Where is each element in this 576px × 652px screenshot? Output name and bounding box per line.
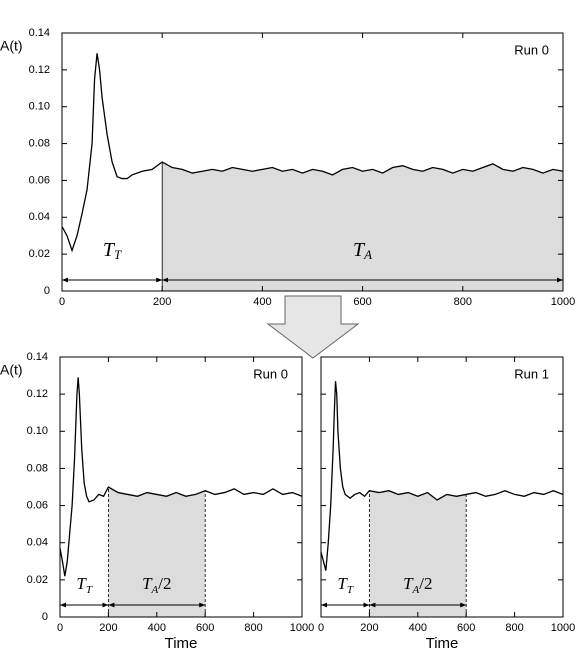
y-tick-label: 0.02 (29, 248, 50, 260)
y-axis-label: A(t) (0, 38, 23, 54)
span-label-sub: T (347, 584, 354, 596)
span-label-main: T (76, 574, 87, 593)
x-tick-label: 800 (454, 296, 472, 308)
span-label-sub: T (86, 584, 93, 596)
y-tick-label: 0.06 (29, 174, 50, 186)
shaded-region (108, 487, 206, 617)
plot-frame (61, 32, 564, 292)
y-tick-label: 0.12 (29, 64, 50, 76)
y-tick-label: 0.08 (27, 462, 48, 474)
data-line (61, 53, 564, 253)
span-label-main: T (353, 239, 366, 261)
x-tick-label: 200 (153, 296, 171, 308)
x-tick-label: 600 (353, 296, 371, 308)
shaded-region (369, 490, 467, 617)
y-tick-label: 0 (42, 611, 48, 623)
span-label: TT (76, 574, 92, 596)
y-tick-label: 0.10 (29, 101, 50, 113)
x-tick-label: 1000 (551, 622, 575, 634)
span-label-main: T (337, 574, 348, 593)
x-tick-label: 600 (457, 622, 475, 634)
panel-title: Run 0 (514, 42, 549, 57)
span-label: TA (353, 239, 372, 262)
x-tick-label: 1000 (551, 296, 575, 308)
x-tick-label: 400 (148, 622, 166, 634)
y-axis-label: A(t) (0, 362, 23, 378)
x-tick-label: 200 (360, 622, 378, 634)
plot-frame (59, 356, 303, 618)
panel-title: Run 1 (514, 366, 549, 381)
panel-title: Run 0 (253, 366, 288, 381)
x-axis-label: Time (165, 635, 198, 652)
span-label-sub: A (151, 584, 159, 596)
span-label-main: T (403, 574, 414, 593)
data-line (59, 377, 303, 577)
span-label: TT (103, 239, 122, 262)
data-line (320, 381, 564, 571)
y-tick-label: 0.04 (29, 211, 50, 223)
x-tick-label: 400 (409, 622, 427, 634)
y-tick-label: 0.14 (27, 351, 48, 363)
x-tick-label: 0 (59, 296, 65, 308)
span-label-main: T (103, 239, 116, 261)
y-tick-label: 0.12 (27, 388, 48, 400)
y-tick-label: 0.10 (27, 425, 48, 437)
span-label-suffix: /2 (419, 574, 432, 593)
y-tick-label: 0 (44, 285, 50, 297)
plot-frame (320, 356, 564, 618)
x-tick-label: 0 (57, 622, 63, 634)
span-label: TT (337, 574, 353, 596)
span-label-sub: A (412, 584, 420, 596)
y-tick-label: 0.06 (27, 499, 48, 511)
span-label: TA/2 (403, 574, 432, 596)
shaded-region (162, 162, 563, 291)
span-label-suffix: /2 (158, 574, 171, 593)
span-label-sub: A (363, 247, 372, 262)
span-label-sub: T (114, 247, 122, 262)
x-tick-label: 800 (505, 622, 523, 634)
y-tick-label: 0.02 (27, 574, 48, 586)
x-tick-label: 800 (244, 622, 262, 634)
x-axis-label: Time (426, 635, 459, 652)
y-tick-label: 0.08 (29, 137, 50, 149)
y-tick-label: 0.04 (27, 537, 48, 549)
y-tick-label: 0.14 (29, 27, 50, 39)
span-label: TA/2 (142, 574, 171, 596)
span-label-main: T (142, 574, 153, 593)
x-tick-label: 400 (253, 296, 271, 308)
x-tick-label: 0 (318, 622, 324, 634)
transition-arrow (266, 295, 360, 359)
x-tick-label: 1000 (290, 622, 314, 634)
x-tick-label: 600 (196, 622, 214, 634)
x-tick-label: 200 (99, 622, 117, 634)
